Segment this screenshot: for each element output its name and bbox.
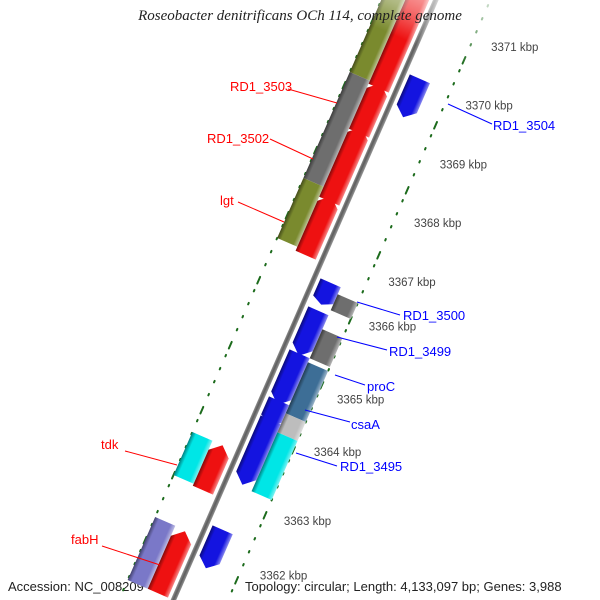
svg-text:RD1_3499: RD1_3499: [389, 344, 451, 359]
svg-text:3369 kbp: 3369 kbp: [440, 159, 487, 171]
svg-text:3371 kbp: 3371 kbp: [491, 42, 538, 54]
svg-text:fabH: fabH: [71, 532, 98, 547]
svg-text:3366 kbp: 3366 kbp: [369, 322, 416, 334]
svg-text:tdk: tdk: [101, 437, 119, 452]
svg-text:3368 kbp: 3368 kbp: [414, 218, 461, 230]
svg-text:csaA: csaA: [351, 417, 380, 432]
svg-text:3370 kbp: 3370 kbp: [465, 101, 512, 113]
svg-text:3367 kbp: 3367 kbp: [388, 277, 435, 289]
svg-text:3363 kbp: 3363 kbp: [284, 516, 331, 528]
svg-text:3365 kbp: 3365 kbp: [337, 394, 384, 406]
svg-text:3362 kbp: 3362 kbp: [260, 571, 307, 583]
svg-text:RD1_3495: RD1_3495: [340, 459, 402, 474]
svg-text:lgt: lgt: [220, 193, 234, 208]
svg-text:3364 kbp: 3364 kbp: [314, 447, 361, 459]
svg-text:RD1_3504: RD1_3504: [493, 118, 555, 133]
svg-text:proC: proC: [367, 379, 395, 394]
svg-text:RD1_3502: RD1_3502: [207, 131, 269, 146]
svg-text:RD1_3503: RD1_3503: [230, 79, 292, 94]
